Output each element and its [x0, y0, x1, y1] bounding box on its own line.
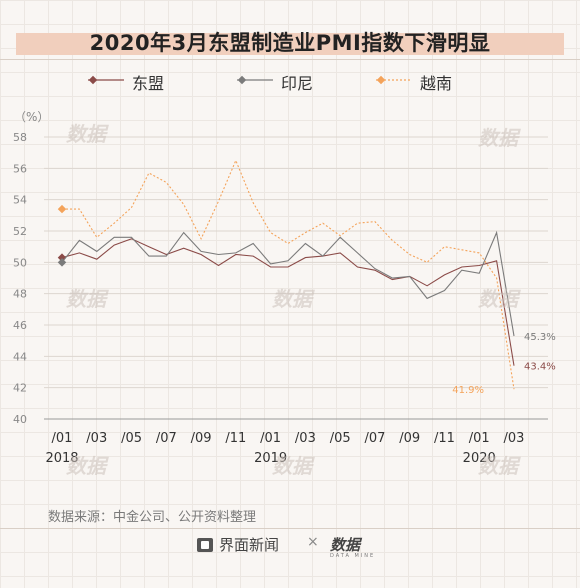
watermark: 数据: [66, 287, 106, 311]
brand-shuju-label: 数据: [330, 536, 361, 554]
watermark: 数据: [66, 454, 106, 478]
y-tick-label: 50: [13, 256, 27, 269]
title-divider: [0, 59, 580, 60]
x-tick-label: /03: [504, 431, 525, 446]
watermark: 数据: [478, 287, 518, 311]
x-tick-label: /01: [260, 431, 281, 446]
x-tick-label: /05: [330, 431, 351, 446]
series-line-0: [61, 238, 515, 366]
x-tick-label: /05: [121, 431, 142, 446]
y-tick-label: 56: [13, 162, 27, 175]
legend-label-indonesia: 印尼: [281, 74, 314, 93]
series-start-marker-2: [57, 204, 67, 214]
watermark: 数据: [272, 287, 312, 311]
x-tick-label: /07: [156, 431, 177, 446]
x-tick-label: /01: [52, 431, 73, 446]
series-end-label-0: 43.4%: [524, 362, 556, 373]
x-tick-label: /11: [434, 431, 455, 446]
footer-divider: [0, 528, 580, 529]
series-line-1: [61, 230, 515, 337]
watermark: 数据: [478, 454, 518, 478]
legend-swatch-indonesia: [237, 75, 273, 85]
jiemian-logo-icon: [197, 538, 213, 552]
x-tick-label: /11: [225, 431, 246, 446]
chart-title: 2020年3月东盟制造业PMI指数下滑明显: [89, 31, 491, 55]
x-tick-label: /01: [469, 431, 490, 446]
brand-shuju-sub: DATA MINE: [330, 553, 376, 559]
y-tick-label: 42: [13, 382, 27, 395]
brand-separator: ×: [307, 534, 319, 550]
y-tick-label: 44: [13, 350, 27, 363]
y-tick-label: 46: [13, 319, 27, 332]
x-tick-label: /03: [86, 431, 107, 446]
series-line-2: [62, 159, 515, 390]
x-tick-label: /09: [399, 431, 420, 446]
y-tick-label: 52: [13, 225, 27, 238]
y-tick-label: 48: [13, 288, 27, 301]
year-label: 2020: [463, 451, 496, 466]
brand-jiemian-label: 界面新闻: [219, 536, 280, 554]
x-tick-label: /09: [191, 431, 212, 446]
year-label: 2019: [254, 451, 287, 466]
y-axis-unit: （%）: [14, 110, 50, 124]
y-tick-label: 58: [13, 131, 27, 144]
legend-label-vietnam: 越南: [420, 74, 453, 93]
watermark: 数据: [66, 122, 106, 146]
series-start-marker-1: [57, 258, 67, 267]
legend-label-asean: 东盟: [132, 74, 165, 93]
legend-swatch-asean: [88, 75, 124, 85]
legend-swatch-vietnam: [376, 75, 412, 85]
legend: 东盟 印尼 越南: [0, 68, 580, 93]
title-highlight-band: [16, 33, 564, 55]
brand-jiemian: 界面新闻: [197, 534, 279, 556]
series-end-label-2: 41.9%: [452, 385, 484, 396]
watermark: 数据: [272, 454, 312, 478]
y-tick-label: 54: [13, 194, 27, 207]
year-label: 2018: [45, 451, 78, 466]
brand-shuju: 数据 DATA MINE: [330, 534, 376, 559]
x-tick-label: /07: [364, 431, 385, 446]
y-tick-label: 40: [13, 413, 27, 426]
data-source-note: 数据来源：中金公司、公开资料整理: [48, 510, 257, 525]
series-end-label-1: 45.3%: [524, 332, 556, 343]
watermark: 数据: [478, 126, 518, 150]
line-chart: 40 42 44 46 48 50 52 54 56 58/01/03/05/07/09/11/0…: [13, 131, 556, 466]
x-tick-label: /03: [295, 431, 316, 446]
